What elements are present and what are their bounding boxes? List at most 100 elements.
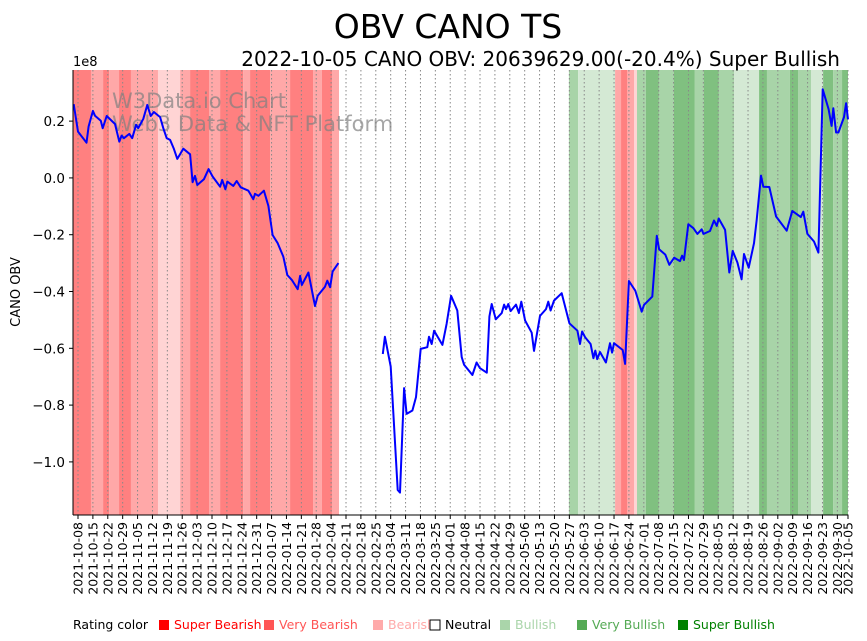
legend-item-label: Very Bearish (279, 617, 358, 632)
x-tick-label: 2022-03-11 (398, 522, 413, 595)
obv-lines (72, 88, 849, 494)
x-tick-label: 2022-08-26 (755, 522, 770, 595)
x-tick-label: 2022-08-19 (741, 522, 756, 595)
y-axis-label: CANO OBV (9, 257, 24, 327)
y-tick-label: −0.6 (32, 341, 65, 357)
legend-item-label: Bullish (515, 617, 556, 632)
x-tick-label: 2022-05-27 (562, 522, 577, 595)
rating-band (833, 70, 843, 515)
x-tick-label: 2022-09-23 (815, 522, 830, 595)
x-tick-label: 2022-09-30 (830, 522, 845, 595)
x-tick-label: 2022-01-21 (294, 522, 309, 595)
rating-band (250, 70, 271, 515)
x-tick-label: 2022-03-18 (413, 522, 428, 595)
legend-swatch (373, 620, 383, 630)
y-tick-label: −1.0 (32, 455, 65, 471)
x-tick-label: 2022-02-18 (353, 522, 368, 595)
chart-title: OBV CANO TS (334, 7, 563, 46)
y-scale-label: 1e8 (73, 55, 98, 70)
rating-band (220, 70, 244, 515)
rating-band (109, 70, 120, 515)
x-tick-label: 2021-12-24 (234, 522, 249, 595)
chart-subtitle: 2022-10-05 CANO OBV: 20639629.00(-20.4%)… (241, 47, 840, 71)
rating-band (703, 70, 719, 515)
x-tick-label: 2022-03-25 (428, 522, 443, 595)
rating-band (842, 70, 848, 515)
legend-item-label: Super Bullish (693, 617, 775, 632)
rating-band (290, 70, 314, 515)
rating-band (209, 70, 221, 515)
x-tick-label: 2021-12-17 (219, 522, 234, 595)
rating-band (626, 70, 635, 515)
legend-item-label: Bearish (388, 617, 435, 632)
x-tick-label: 2022-04-15 (473, 522, 488, 595)
rating-band (578, 70, 616, 515)
x-tick-label: 2022-07-01 (636, 522, 651, 595)
rating-band (270, 70, 291, 515)
x-tick-label: 2022-02-11 (339, 522, 354, 595)
x-tick-label: 2021-11-12 (145, 522, 160, 595)
x-tick-label: 2022-08-12 (726, 522, 741, 595)
obv-line (381, 88, 849, 494)
rating-band (658, 70, 675, 515)
legend: Rating color Super Bearish Very Bearish Be… (73, 617, 775, 632)
rating-band (759, 70, 767, 515)
rating-band (157, 70, 181, 515)
y-tick-label: 0.2 (44, 114, 65, 130)
x-tick-label: 2022-04-29 (502, 522, 517, 595)
x-tick-label: 2022-02-04 (324, 522, 339, 595)
rating-band (331, 70, 339, 515)
x-ticks: 2021-10-08 2021-10-15 2021-10-22 2021-10-29… (70, 515, 856, 595)
x-tick-label: 2021-11-26 (175, 522, 190, 595)
rating-band (718, 70, 734, 515)
x-tick-label: 2022-07-29 (696, 522, 711, 595)
x-tick-label: 2022-07-15 (666, 522, 681, 595)
rating-band (568, 70, 579, 515)
x-tick-label: 2022-01-14 (279, 522, 294, 595)
rating-band (243, 70, 251, 515)
rating-bands (73, 70, 848, 515)
x-tick-label: 2022-10-05 (841, 522, 856, 595)
rating-band (823, 70, 834, 515)
x-tick-label: 2021-10-15 (85, 522, 100, 595)
x-tick-label: 2022-05-06 (517, 522, 532, 595)
rating-band (130, 70, 158, 515)
x-tick-label: 2022-01-28 (309, 522, 324, 595)
rating-band (636, 70, 646, 515)
rating-band (733, 70, 760, 515)
x-tick-label: 2022-06-17 (607, 522, 622, 595)
x-tick-label: 2022-08-05 (711, 522, 726, 595)
rating-band (90, 70, 104, 515)
rating-band (180, 70, 191, 515)
x-tick-label: 2022-05-13 (532, 522, 547, 595)
x-tick-label: 2022-04-22 (487, 522, 502, 595)
y-ticks: 0.2 0.0 −0.2 −0.4 −0.6 −0.8 −1.0 (32, 114, 73, 471)
legend-swatch (429, 619, 441, 631)
legend-title: Rating color (73, 617, 149, 632)
rating-band (313, 70, 322, 515)
x-tick-label: 2022-02-25 (368, 522, 383, 595)
x-tick-label: 2021-10-08 (70, 522, 85, 595)
rating-band (694, 70, 704, 515)
x-tick-label: 2022-09-09 (785, 522, 800, 595)
legend-swatch (678, 620, 688, 630)
rating-band (103, 70, 110, 515)
x-tick-label: 2022-06-24 (621, 522, 636, 595)
rating-band (321, 70, 332, 515)
x-tick-label: 2021-12-31 (249, 522, 264, 595)
rating-band (798, 70, 811, 515)
legend-swatch (577, 620, 587, 630)
rating-band (674, 70, 695, 515)
legend-item-label: Super Bearish (174, 617, 262, 632)
rating-band (766, 70, 790, 515)
legend-item-label: Neutral (445, 617, 491, 632)
legend-swatch (264, 620, 274, 630)
rating-band (119, 70, 131, 515)
x-tick-label: 2022-06-10 (592, 522, 607, 595)
x-tick-label: 2021-10-29 (115, 522, 130, 595)
x-tick-label: 2022-03-04 (383, 522, 398, 595)
watermark-line-2: Web3 Data & NFT Platform (112, 112, 393, 136)
y-tick-label: −0.2 (32, 228, 65, 244)
x-tick-label: 2022-04-08 (458, 522, 473, 595)
